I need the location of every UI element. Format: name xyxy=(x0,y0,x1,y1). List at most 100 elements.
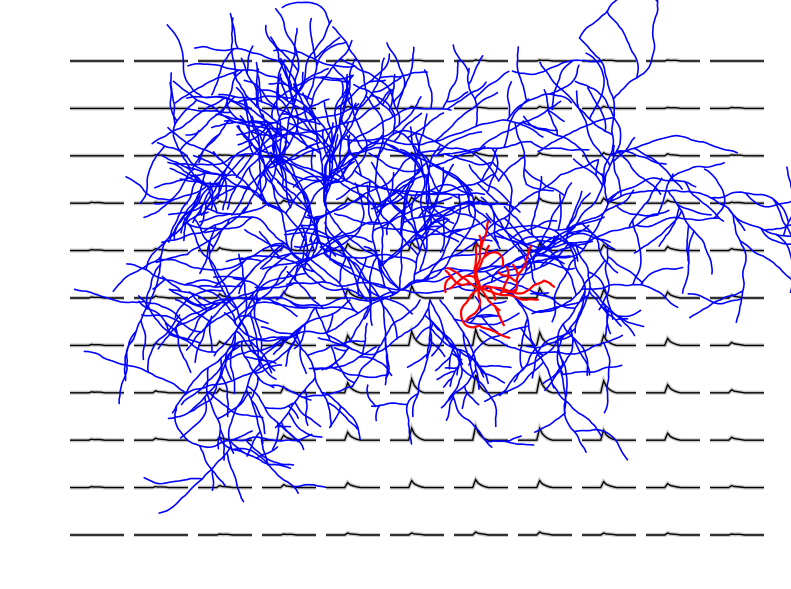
neurite-branch xyxy=(516,46,528,103)
neurite-branch xyxy=(216,143,254,200)
neurite-branch xyxy=(548,64,580,95)
neurite-branch xyxy=(363,245,386,288)
neurite-branch xyxy=(429,326,489,385)
neurite-branch xyxy=(640,266,684,286)
neurite-branch xyxy=(250,400,266,435)
neurite-branch xyxy=(526,261,575,270)
voltage-trace xyxy=(710,388,764,394)
neurite-branch xyxy=(146,302,183,321)
neurite-branch xyxy=(152,278,167,290)
neurite-branch xyxy=(151,96,228,145)
neurite-branch xyxy=(199,238,212,275)
neurite-branch xyxy=(371,53,391,81)
neurite-branch xyxy=(415,325,433,340)
neurite-branch xyxy=(250,375,259,400)
voltage-trace xyxy=(390,479,444,489)
neurite-branch xyxy=(551,383,602,437)
neurite-branch xyxy=(219,373,230,418)
neurite-branch xyxy=(361,322,368,356)
neurite-branch xyxy=(327,334,354,351)
voltage-trace xyxy=(390,195,444,204)
neurite-branch xyxy=(424,159,441,194)
neurite-branch xyxy=(418,119,544,146)
neurite-branch xyxy=(118,330,137,405)
voltage-trace xyxy=(518,197,572,204)
neurite-branch xyxy=(306,235,318,260)
neurite-branch xyxy=(612,0,659,100)
neurite-branch xyxy=(446,267,482,290)
neurite-branch xyxy=(388,74,396,111)
neurite-branch xyxy=(187,62,291,89)
neurite-branch xyxy=(168,288,219,306)
neurite-branch xyxy=(174,298,210,322)
voltage-trace xyxy=(70,296,124,299)
neurite-branch xyxy=(323,122,350,198)
voltage-trace xyxy=(198,246,252,252)
neurite-branch xyxy=(595,159,600,177)
dendrite-arbor xyxy=(443,220,556,339)
neurite-branch xyxy=(293,83,335,153)
neurite-branch xyxy=(366,384,377,408)
neurite-branch xyxy=(199,201,207,227)
neurite-branch xyxy=(260,326,294,335)
neurite-branch xyxy=(333,347,347,352)
voltage-trace xyxy=(582,333,636,347)
neurite-branch xyxy=(258,129,270,201)
neurite-branch xyxy=(330,346,356,384)
neurite-branch xyxy=(732,213,747,323)
voltage-trace xyxy=(646,59,700,62)
neurite-branch xyxy=(221,69,244,113)
neurite-branch xyxy=(188,291,208,310)
neurite-branch xyxy=(406,112,445,139)
neurite-branch xyxy=(399,148,477,291)
voltage-trace xyxy=(70,438,124,441)
neurite-branch xyxy=(366,182,373,223)
neurite-branch xyxy=(140,319,147,361)
neurite-branch xyxy=(222,230,343,307)
neurite-branch xyxy=(217,392,249,420)
neurite-branch xyxy=(536,254,574,258)
neurite-branch xyxy=(305,17,318,101)
voltage-trace xyxy=(198,387,252,394)
neurite-branch xyxy=(615,204,670,217)
neurite-branch xyxy=(198,133,221,164)
neurite-branch xyxy=(227,329,301,454)
neurite-branch xyxy=(500,288,518,294)
neurite-branch xyxy=(428,145,486,168)
neurite-branch xyxy=(83,350,188,395)
neurite-branch xyxy=(466,67,479,128)
neurite-branch xyxy=(183,279,221,286)
neurite-branch xyxy=(483,244,490,259)
neurite-branch xyxy=(143,168,195,219)
neurite-branch xyxy=(493,300,507,305)
neurite-branch xyxy=(225,333,298,361)
voltage-trace xyxy=(390,239,444,252)
neurite-branch xyxy=(539,61,614,136)
neurite-branch xyxy=(223,119,318,143)
neurite-branch xyxy=(286,270,325,310)
neurite-branch xyxy=(180,365,223,406)
neurite-branch xyxy=(338,255,347,284)
neurite-branch xyxy=(243,98,255,155)
neurite-branch xyxy=(530,175,543,236)
neurite-branch xyxy=(513,264,527,294)
neurite-branch xyxy=(566,232,611,243)
voltage-trace xyxy=(326,333,380,347)
voltage-trace xyxy=(198,200,252,204)
neurite-branch xyxy=(491,161,513,231)
neurite-branch xyxy=(366,288,413,315)
voltage-trace xyxy=(454,531,508,536)
neurite-branch xyxy=(710,191,789,222)
neurite-branch xyxy=(610,134,738,156)
neurite-branch xyxy=(353,57,385,119)
neurite-branch xyxy=(771,197,791,237)
voltage-trace xyxy=(70,343,124,347)
neurite-branch xyxy=(191,119,230,169)
voltage-trace xyxy=(646,337,700,347)
neurite-branch xyxy=(574,80,622,186)
neurite-branch xyxy=(497,156,526,182)
neurite-branch xyxy=(606,10,639,79)
neurite-branch xyxy=(299,223,307,264)
voltage-trace xyxy=(582,288,636,299)
neurite-branch xyxy=(375,404,381,422)
